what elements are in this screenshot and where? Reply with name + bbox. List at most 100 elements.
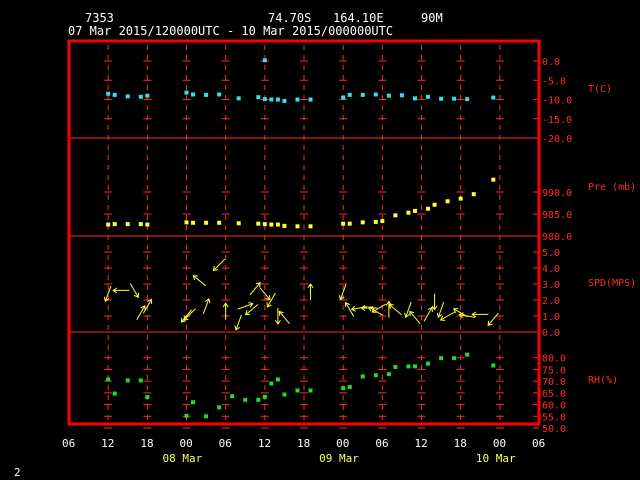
pressure-point	[191, 220, 196, 225]
pressure-point	[204, 220, 209, 225]
wind-arrow-shaft	[136, 305, 146, 320]
wind-arrow-shaft	[245, 304, 259, 316]
pressure-point	[125, 222, 130, 227]
y-tick-label: 3.0	[542, 280, 560, 291]
temperature-point	[256, 95, 261, 100]
pressure-point	[347, 221, 352, 226]
wind-arrow-head	[431, 305, 438, 311]
x-hour-tick: 18	[140, 437, 153, 450]
wind-arrow-shaft	[437, 301, 445, 318]
pressure-point	[295, 224, 300, 229]
plot-frame	[67, 39, 541, 426]
temperature-point	[269, 97, 274, 102]
temperature-point	[236, 96, 241, 101]
humidity-point	[439, 356, 444, 361]
wind-arrow-head	[371, 307, 377, 313]
temperature-point	[145, 93, 150, 98]
wind-arrow-head	[439, 315, 446, 321]
wind-arrow-head	[274, 320, 281, 325]
wind-arrow-shaft	[266, 292, 276, 308]
humidity-point	[465, 352, 470, 357]
x-hour-tick: 06	[62, 437, 75, 450]
pressure-point	[217, 220, 222, 225]
pressure-point	[269, 222, 274, 227]
wind-arrow	[142, 298, 153, 314]
header: 7353 74.70S 164.10E 90M 07 Mar 2015/1200…	[68, 11, 443, 38]
wind-arrow-head	[471, 311, 477, 318]
y-tick-label: -20.0	[542, 134, 572, 145]
wind-arrow-shaft	[259, 287, 271, 301]
temperature-point	[106, 91, 111, 96]
wind-arrow-head	[112, 287, 118, 294]
pressure-point	[236, 221, 241, 226]
wind-arrow-head	[234, 325, 240, 331]
wind-arrow-head	[404, 312, 410, 318]
humidity-point	[426, 361, 431, 366]
wind-arrow-head	[244, 310, 251, 316]
wind-arrow-shaft	[180, 309, 193, 323]
temperature-point	[262, 97, 267, 102]
wind-arrow	[202, 298, 211, 315]
pressure-point	[360, 220, 365, 225]
y-tick-label: -15.0	[542, 115, 572, 126]
wind-arrow	[249, 281, 261, 296]
wind-arrow	[471, 311, 489, 318]
wind-arrow	[436, 301, 445, 318]
y-tick-label: 0.0	[542, 57, 560, 68]
humidity-point	[106, 377, 111, 382]
x-hour-tick: 06	[375, 437, 388, 450]
wind-arrow-head	[350, 305, 356, 312]
wind-arrow-head	[458, 312, 464, 319]
humidity-point	[262, 394, 267, 399]
pressure-point	[393, 213, 398, 218]
wind-arrow	[344, 301, 355, 317]
y-tick-label: 980.0	[542, 232, 572, 243]
y-tick-label: 5.0	[542, 248, 560, 259]
wind-arrow-shaft	[339, 284, 347, 300]
wind-arrow-shaft	[388, 304, 402, 316]
y-tick-label: 985.0	[542, 210, 572, 221]
y-tick-label: 1.0	[542, 312, 560, 323]
data-layer	[103, 58, 499, 419]
pressure-point	[341, 221, 346, 226]
humidity-point	[191, 400, 196, 405]
wind-arrow-shaft	[183, 308, 196, 321]
wind-arrow-head	[147, 298, 153, 304]
x-hour-tick: 12	[415, 437, 428, 450]
wind-arrow-head	[388, 303, 394, 309]
temperature-point	[295, 97, 300, 102]
x-hour-tick: 00	[336, 437, 349, 450]
temperature-point	[217, 92, 222, 97]
wind-arrow	[338, 284, 347, 301]
wind-arrow	[278, 310, 290, 325]
wind-arrow-shaft	[368, 306, 383, 316]
humidity-point	[138, 378, 143, 383]
pressure-point	[106, 222, 111, 227]
panel-label: Pre (mb)	[588, 182, 636, 193]
wind-arrow-head	[265, 295, 271, 301]
wind-arrow	[368, 306, 383, 316]
wind-arrow-head	[385, 300, 392, 306]
wind-arrow	[259, 287, 271, 301]
x-hour-tick: 00	[180, 437, 193, 450]
wind-arrow	[180, 309, 193, 323]
y-tick-label: 65.0	[542, 389, 566, 400]
y-tick-label: 75.0	[542, 365, 566, 376]
x-date-label: 09 Mar	[319, 452, 359, 465]
humidity-point	[360, 374, 365, 379]
temperature-point	[184, 90, 189, 95]
grid-layer	[69, 45, 539, 429]
pressure-point	[275, 222, 280, 227]
wind-arrow	[388, 303, 402, 316]
humidity-point	[125, 378, 130, 383]
wind-arrow	[431, 293, 438, 311]
pressure-point	[426, 206, 431, 211]
humidity-point	[256, 397, 261, 402]
humidity-point	[347, 385, 352, 389]
wind-arrow-shaft	[345, 302, 355, 317]
pressure-point	[458, 196, 463, 201]
y-tick-label: 55.0	[542, 412, 566, 423]
temperature-point	[191, 92, 196, 97]
wind-arrow	[487, 312, 499, 327]
pressure-point	[471, 192, 476, 197]
